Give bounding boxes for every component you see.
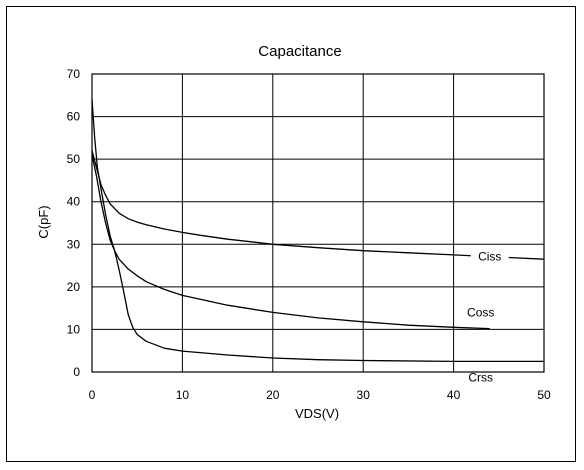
- x-tick-label: 20: [266, 388, 280, 402]
- x-tick-label: 0: [89, 388, 96, 402]
- x-tick-labels: 0 10 20 30 40 50: [89, 388, 551, 402]
- series-labels: Ciss Coss Crss: [467, 249, 509, 384]
- y-tick-label: 30: [67, 237, 81, 251]
- y-tick-label: 20: [67, 280, 81, 294]
- x-tick-label: 30: [357, 388, 371, 402]
- grid-lines: [92, 74, 544, 372]
- y-tick-label: 50: [67, 152, 81, 166]
- x-axis-label: VDS(V): [295, 406, 339, 421]
- y-axis-label: C(pF): [36, 205, 51, 238]
- y-tick-labels: 0 10 20 30 40 50 60 70: [67, 67, 81, 379]
- y-tick-label: 60: [67, 110, 81, 124]
- series-line-coss: [91, 154, 490, 330]
- series-label-ciss: Ciss: [478, 250, 501, 264]
- y-tick-label: 0: [73, 365, 80, 379]
- y-tick-label: 40: [67, 195, 81, 209]
- y-tick-label: 10: [67, 322, 81, 336]
- x-tick-label: 10: [176, 388, 190, 402]
- series-line-crss: [91, 99, 544, 363]
- series-label-backdrop: [470, 249, 509, 264]
- series-label-crss: Crss: [468, 370, 493, 384]
- plot-area: [91, 73, 545, 373]
- y-tick-label: 70: [67, 67, 81, 81]
- series-curves: [91, 99, 545, 363]
- series-label-coss: Coss: [467, 305, 494, 319]
- series-line-ciss: [91, 150, 545, 260]
- x-tick-label: 40: [447, 388, 461, 402]
- chart-frame: [6, 6, 576, 462]
- chart-title: Capacitance: [258, 43, 341, 60]
- x-tick-label: 50: [537, 388, 551, 402]
